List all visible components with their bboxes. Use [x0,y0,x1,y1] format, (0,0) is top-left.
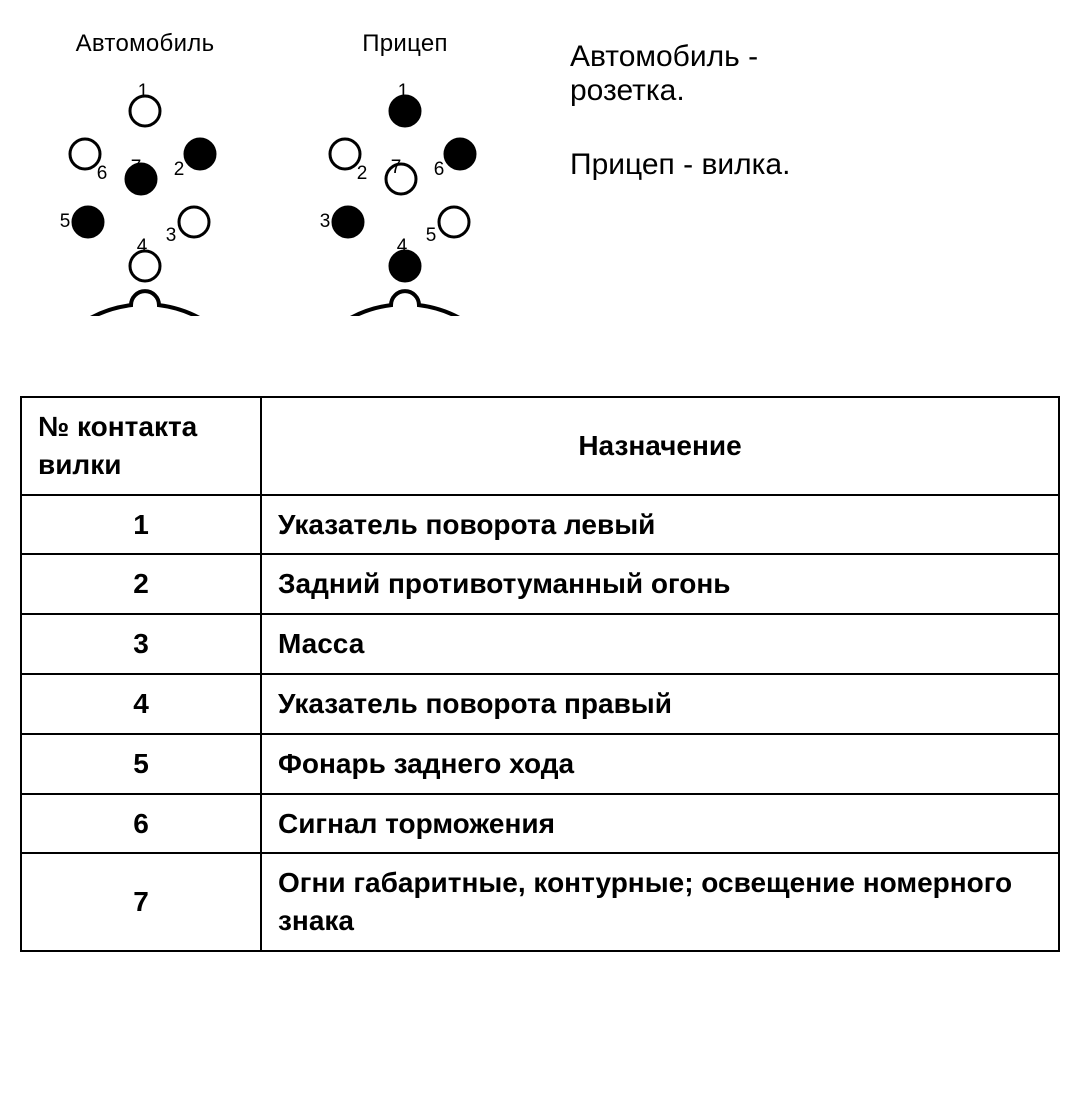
side-line-1: Автомобиль - [570,40,790,74]
connector-icon: 1 6 54 3 2 7 [280,66,530,316]
connector-pin-label: 5 [426,225,437,246]
pin-function: Сигнал торможения [261,794,1059,854]
connector-outline-icon [30,291,260,316]
side-line-2: розетка. [570,74,790,108]
connector-title: Автомобиль [76,30,215,58]
connector-pin-label: 6 [97,163,108,184]
table-header-func: Назначение [261,397,1059,495]
connector-title: Прицеп [362,30,448,58]
connector-pin-label: 1 [398,81,409,102]
connector-outline-icon [290,291,520,316]
connector-pin [185,139,215,169]
connectors-wrapper: Автомобиль1234567Прицеп1654327 [20,30,530,316]
connector-pin-label: 1 [138,81,149,102]
pin-function: Огни габаритные, контурные; освещение но… [261,853,1059,951]
connector-pin-label: 7 [131,157,142,178]
connector-pin-label: 4 [397,236,408,257]
pin-number: 7 [21,853,261,951]
connector-pin-label: 2 [174,159,185,180]
connector-pin [333,207,363,237]
pin-number: 4 [21,674,261,734]
connector-icon: 1 2 34 5 6 7 [20,66,270,316]
connector-pin-label: 7 [391,157,402,178]
pin-number: 2 [21,554,261,614]
connector-pin [70,139,100,169]
connector-pin-label: 6 [434,159,445,180]
connector-pin-label: 5 [60,211,71,232]
pin-table: № контакта вилки Назначение 1Указатель п… [20,396,1060,952]
connector-block: Автомобиль 1 2 34 5 6 7 [20,30,270,316]
table-row: 3Масса [21,614,1059,674]
pin-function: Указатель поворота левый [261,495,1059,555]
connector-pin [439,207,469,237]
connector-pin-label: 2 [357,163,368,184]
side-line-3: Прицеп - вилка. [570,148,790,182]
pin-table-body: 1Указатель поворота левый2Задний противо… [21,495,1059,951]
connector-pin [73,207,103,237]
table-row: 1Указатель поворота левый [21,495,1059,555]
connector-pin [445,139,475,169]
pin-number: 5 [21,734,261,794]
pin-function: Указатель поворота правый [261,674,1059,734]
connector-pin-label: 3 [320,211,331,232]
table-row: 6Сигнал торможения [21,794,1059,854]
table-header-num: № контакта вилки [21,397,261,495]
side-text: Автомобиль - розетка. Прицеп - вилка. [570,30,790,182]
table-row: 7Огни габаритные, контурные; освещение н… [21,853,1059,951]
connector-pin-label: 4 [137,236,148,257]
connector-pin [179,207,209,237]
connector-block: Прицеп 1 6 54 3 2 7 [280,30,530,316]
table-row: 5Фонарь заднего хода [21,734,1059,794]
pin-number: 3 [21,614,261,674]
pin-function: Масса [261,614,1059,674]
top-section: Автомобиль1234567Прицеп1654327 Автомобил… [20,30,1060,316]
pin-function: Фонарь заднего хода [261,734,1059,794]
connector-pin-label: 3 [166,225,177,246]
connector-pin [330,139,360,169]
pin-number: 1 [21,495,261,555]
pin-function: Задний противотуманный огонь [261,554,1059,614]
table-row: 2Задний противотуманный огонь [21,554,1059,614]
table-row: 4Указатель поворота правый [21,674,1059,734]
pin-number: 6 [21,794,261,854]
